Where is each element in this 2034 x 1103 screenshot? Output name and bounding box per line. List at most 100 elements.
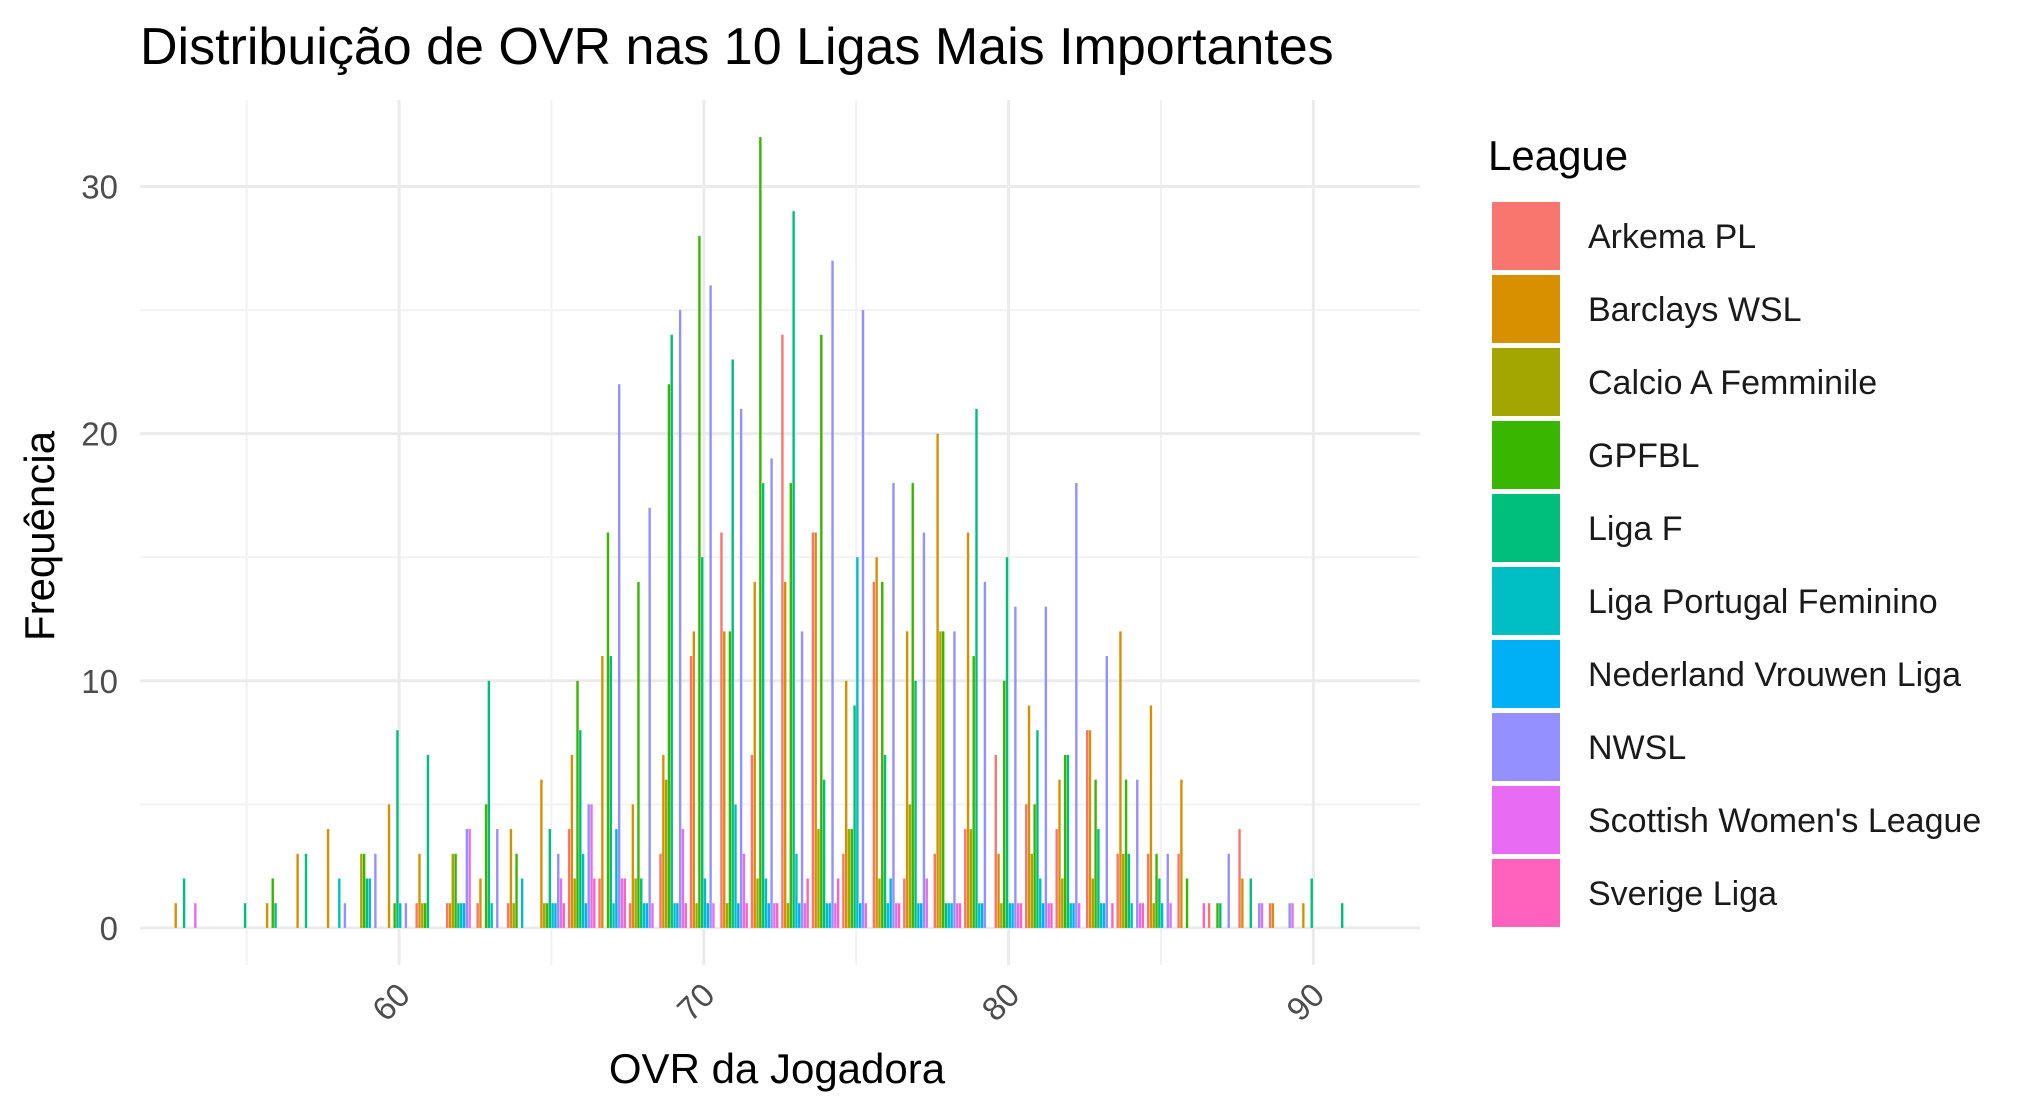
bar [1155,853,1158,928]
bar [1047,903,1050,928]
bar [387,804,391,928]
legend-swatch [1492,640,1560,708]
bar [750,754,754,928]
bar [1302,903,1305,928]
bar [684,903,687,928]
x-axis-title: OVR da Jogadora [609,1045,946,1092]
bar [1094,779,1097,928]
bar [570,754,574,928]
bar [1241,878,1244,928]
bar [1069,903,1072,928]
bar [773,903,776,928]
bar [606,532,610,928]
bar [1310,878,1313,928]
bar [343,903,347,928]
bar [1058,779,1061,928]
bar [1219,903,1222,928]
bar [958,903,962,928]
legend-swatch [1492,275,1560,343]
bar [1091,878,1094,928]
bar [745,903,748,928]
bar [1033,804,1036,928]
bar [1016,903,1020,928]
bar [817,829,820,928]
bar [944,903,948,928]
bar [1119,631,1122,928]
legend-swatch [1492,421,1560,489]
legend-swatch [1492,202,1560,270]
bar [194,903,197,928]
bar [1141,903,1145,928]
bar [484,804,488,928]
legend-label: NWSL [1588,729,1686,767]
bar [864,903,867,928]
bar [1025,804,1028,928]
bar [1027,705,1031,928]
bar [509,829,513,928]
bar [1166,853,1169,928]
bar [1341,903,1344,928]
bar [673,903,676,928]
bar [767,903,770,928]
bar [670,334,673,928]
bar [834,903,837,928]
bar [620,878,624,928]
bar [396,730,399,928]
legend-swatch [1492,494,1560,562]
legend-label: Scottish Women's League [1588,802,1981,840]
bar [853,705,856,928]
bar [883,754,887,928]
bar [1260,903,1264,928]
bar [969,829,973,928]
chart-title: Distribuição de OVR nas 10 Ligas Mais Im… [140,18,1334,76]
bar [1152,903,1155,928]
bar [1055,829,1058,928]
legend-title: League [1488,132,1628,179]
bar [1039,878,1042,928]
bar [496,829,499,928]
bar [1271,903,1275,928]
legend-label: Calcio A Femminile [1588,364,1877,402]
bar [1146,853,1150,928]
bar [1061,878,1064,928]
bar [667,384,671,928]
bar [966,532,970,928]
bar [922,532,926,928]
legend-swatch [1492,713,1560,781]
bar [454,853,457,928]
bar [950,903,953,928]
bar [365,878,369,928]
bar [892,483,895,928]
y-tick-label: 20 [81,416,118,453]
bar [1111,903,1114,928]
bars [174,137,1344,928]
bar [728,631,732,928]
bar [651,903,654,928]
bar [1077,903,1081,928]
bar [919,903,923,928]
bar [953,631,956,928]
bar [756,878,759,928]
bar [557,853,560,928]
bar [520,878,524,928]
bar [828,903,831,928]
bar [858,903,862,928]
bar [1008,903,1011,928]
bar [742,853,746,928]
bar [265,903,269,928]
bar [515,853,518,928]
bar [889,878,892,928]
bar [326,829,330,928]
bar [1019,903,1023,928]
bar [271,878,274,928]
bar [468,829,471,928]
bar [584,903,588,928]
bar [418,853,421,928]
bar [980,903,984,928]
bar [1014,606,1017,928]
bar [709,285,712,928]
legend-swatch [1492,567,1560,635]
bar [593,878,596,928]
bar [1207,903,1211,928]
